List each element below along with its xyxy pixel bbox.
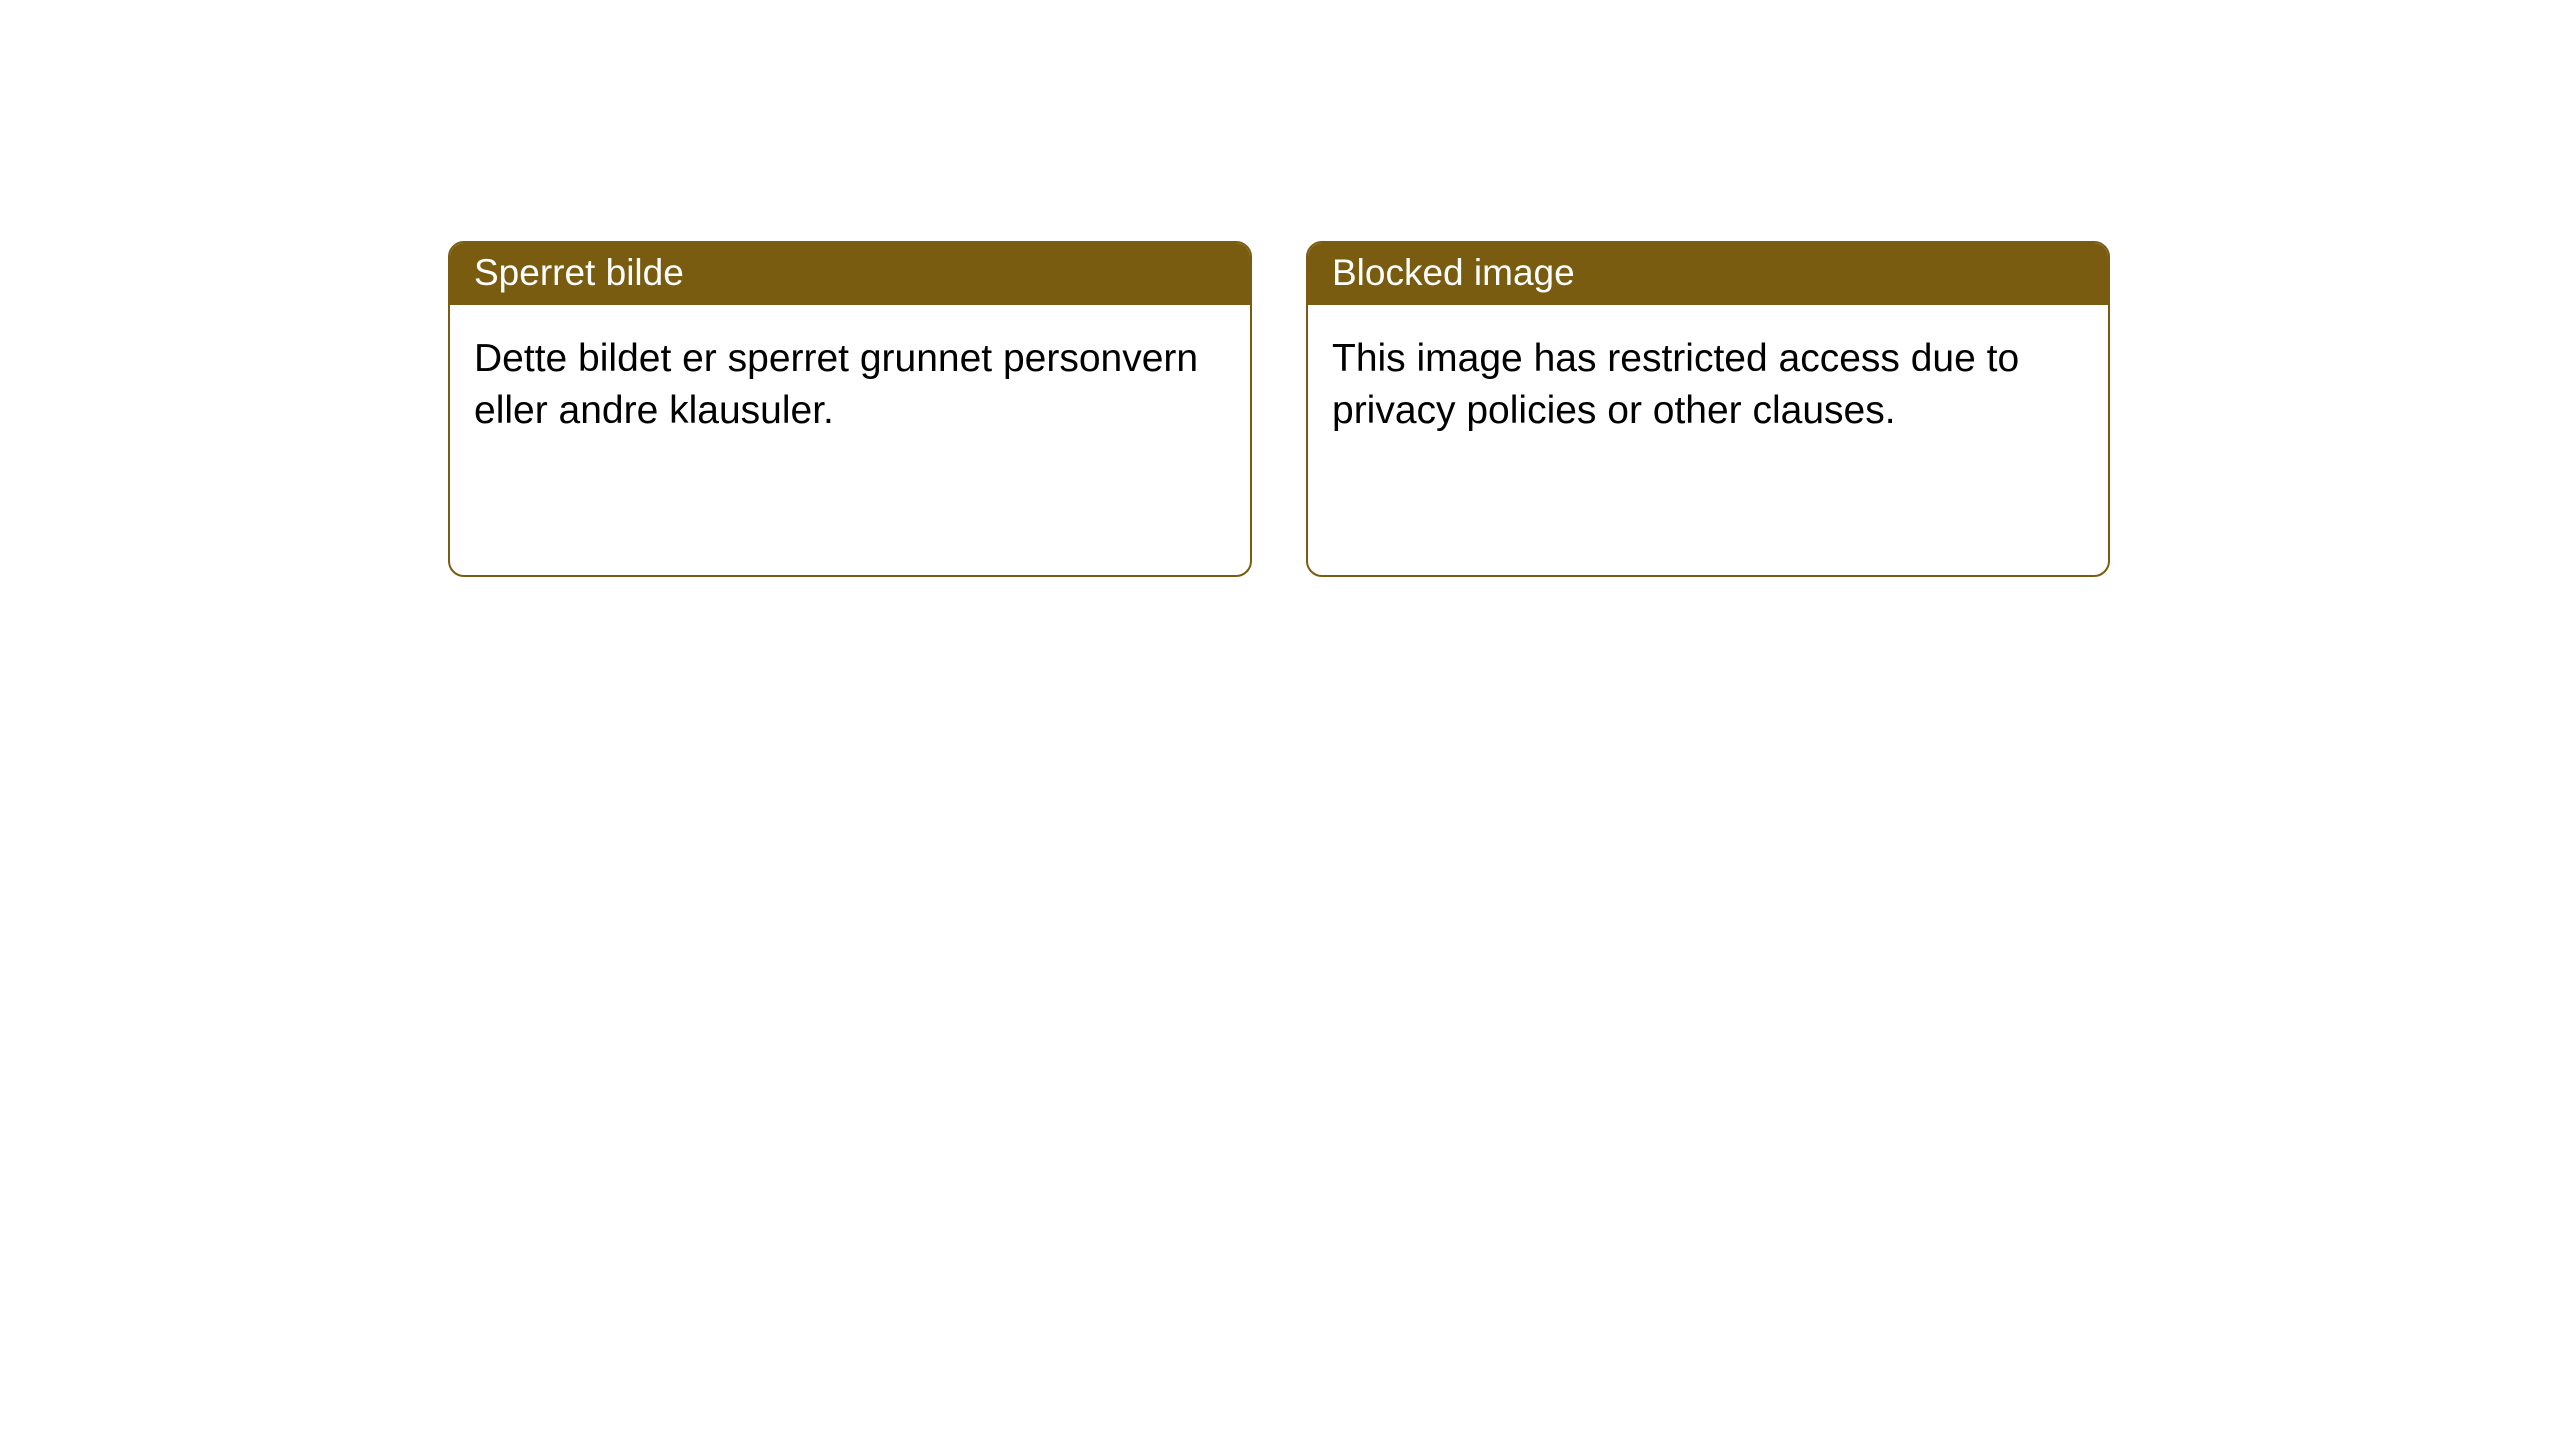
notice-box-norwegian: Sperret bilde Dette bildet er sperret gr…	[448, 241, 1252, 577]
notice-title: Sperret bilde	[474, 252, 684, 293]
notice-body: This image has restricted access due to …	[1308, 305, 2108, 460]
notice-header: Sperret bilde	[450, 243, 1250, 305]
notice-title: Blocked image	[1332, 252, 1575, 293]
notice-container: Sperret bilde Dette bildet er sperret gr…	[448, 241, 2110, 577]
notice-header: Blocked image	[1308, 243, 2108, 305]
notice-box-english: Blocked image This image has restricted …	[1306, 241, 2110, 577]
notice-body-text: This image has restricted access due to …	[1332, 337, 2019, 431]
notice-body-text: Dette bildet er sperret grunnet personve…	[474, 337, 1198, 431]
notice-body: Dette bildet er sperret grunnet personve…	[450, 305, 1250, 460]
